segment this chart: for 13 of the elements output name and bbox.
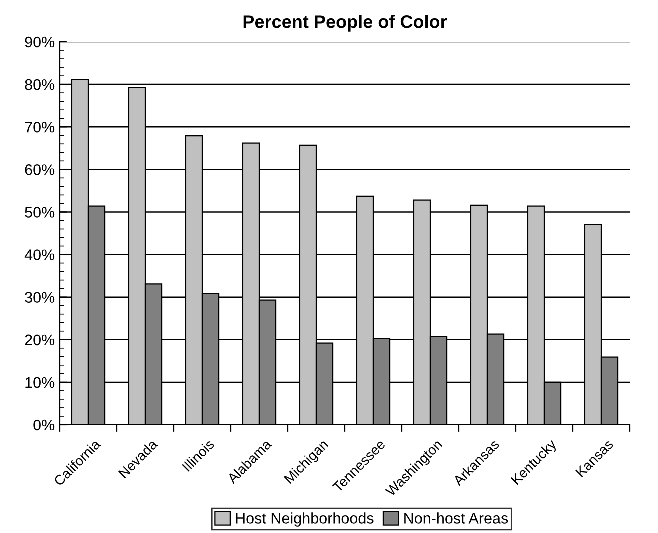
legend-label: Host Neighborhoods: [236, 512, 374, 527]
y-tick-label: 50%: [25, 207, 55, 218]
y-tick-label: 20%: [25, 334, 55, 346]
y-tick-label: 80%: [25, 79, 55, 90]
y-tick-label: 0%: [34, 420, 55, 431]
y-tick-label: 40%: [24, 250, 55, 260]
y-tick-label: 60%: [25, 164, 55, 176]
y-tick-label: 30%: [25, 292, 55, 304]
y-tick-label: 10%: [26, 377, 55, 388]
legend-label: Non-host Areas: [404, 512, 508, 524]
chart-title: Percent People of Color: [244, 15, 448, 32]
y-tick-label: 90%: [25, 36, 55, 48]
y-tick-label: 70%: [25, 122, 55, 133]
